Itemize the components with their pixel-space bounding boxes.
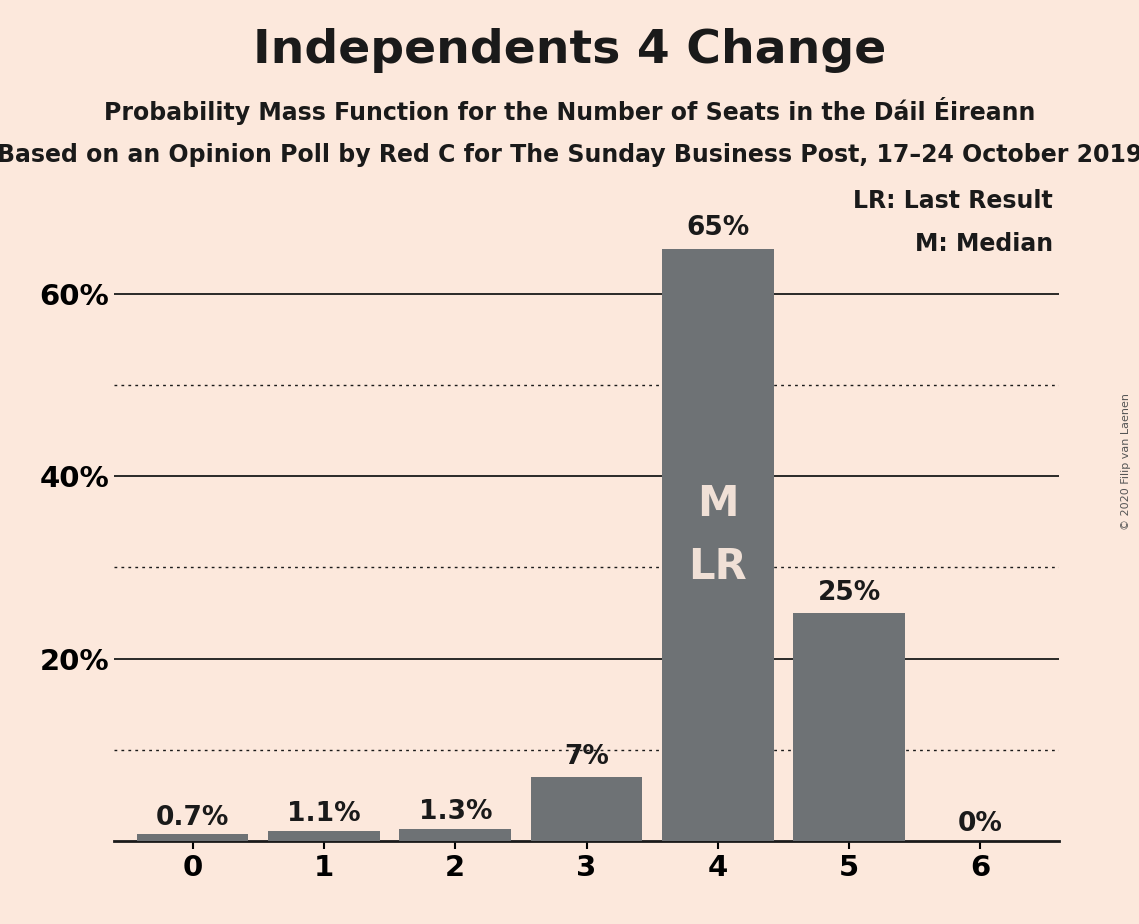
Bar: [531, 777, 642, 841]
Text: 7%: 7%: [564, 744, 609, 770]
Text: © 2020 Filip van Laenen: © 2020 Filip van Laenen: [1121, 394, 1131, 530]
Text: 0%: 0%: [958, 811, 1003, 837]
Bar: [400, 829, 511, 841]
Bar: [794, 613, 906, 841]
Text: M: Median: M: Median: [915, 232, 1052, 256]
Text: 1.3%: 1.3%: [418, 799, 492, 825]
Text: LR: LR: [688, 546, 747, 589]
Text: 65%: 65%: [687, 215, 749, 241]
Text: Probability Mass Function for the Number of Seats in the Dáil Éireann: Probability Mass Function for the Number…: [104, 97, 1035, 125]
Text: 25%: 25%: [818, 579, 880, 606]
Text: M: M: [697, 482, 738, 525]
Text: 0.7%: 0.7%: [156, 805, 229, 831]
Bar: [137, 834, 248, 841]
Bar: [268, 831, 379, 841]
Text: Independents 4 Change: Independents 4 Change: [253, 28, 886, 73]
Text: LR: Last Result: LR: Last Result: [853, 189, 1052, 213]
Text: Based on an Opinion Poll by Red C for The Sunday Business Post, 17–24 October 20: Based on an Opinion Poll by Red C for Th…: [0, 143, 1139, 167]
Bar: [662, 249, 773, 841]
Text: 1.1%: 1.1%: [287, 801, 361, 827]
